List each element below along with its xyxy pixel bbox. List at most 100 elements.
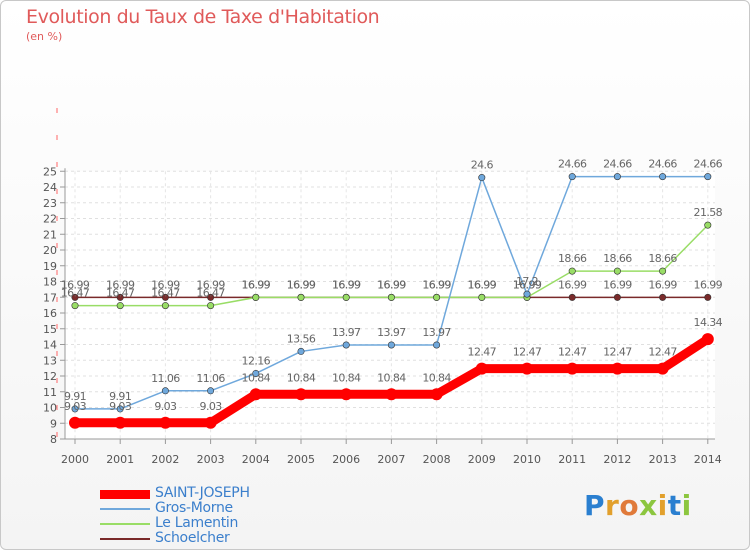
data-label-le-lamentin: 18.66 [558, 252, 587, 265]
y-tick-label: 19 [43, 260, 57, 273]
data-label-le-lamentin: 16.99 [468, 278, 497, 291]
data-label-gros-morne: 13.56 [287, 332, 316, 345]
data-label-gros-morne: 13.97 [332, 326, 361, 339]
data-label-le-lamentin: 16.99 [377, 278, 406, 291]
x-tick-label: 2003 [197, 453, 225, 466]
data-point-schoelcher [704, 293, 712, 301]
data-label-gros-morne: 17.2 [516, 275, 538, 288]
data-label-le-lamentin: 18.66 [648, 252, 677, 265]
data-label-saint-joseph: 9.03 [109, 400, 132, 413]
data-label-gros-morne: 9.91 [109, 390, 131, 403]
data-point-schoelcher [568, 293, 576, 301]
data-point-le-lamentin [704, 221, 712, 229]
data-point-gros-morne [433, 341, 441, 349]
data-point-le-lamentin [161, 302, 169, 310]
data-label-le-lamentin: 16.99 [287, 278, 316, 291]
data-label-gros-morne: 24.66 [603, 158, 632, 171]
data-label-gros-morne: 11.06 [196, 372, 225, 385]
data-point-le-lamentin [207, 302, 215, 310]
data-point-gros-morne [297, 347, 305, 355]
data-label-le-lamentin: 16.99 [513, 278, 542, 291]
data-label-schoelcher: 16.99 [242, 278, 271, 291]
x-tick-label: 2006 [332, 453, 360, 466]
x-tick-label: 2010 [513, 453, 541, 466]
data-label-saint-joseph: 10.84 [242, 371, 271, 384]
data-point-saint-joseph [701, 333, 714, 346]
data-label-le-lamentin: 16.47 [196, 287, 225, 300]
data-label-saint-joseph: 12.47 [468, 346, 497, 359]
data-label-gros-morne: 12.16 [242, 354, 271, 367]
data-label-schoelcher: 16.99 [332, 278, 361, 291]
y-tick-label: 12 [43, 370, 57, 383]
data-label-saint-joseph: 10.84 [287, 371, 316, 384]
data-point-saint-joseph [249, 388, 262, 401]
data-point-gros-morne [161, 387, 169, 395]
y-tick-label: 15 [43, 323, 57, 336]
data-point-gros-morne [207, 387, 215, 395]
data-label-schoelcher: 16.99 [287, 278, 316, 291]
data-point-schoelcher [116, 293, 124, 301]
data-label-schoelcher: 16.99 [694, 278, 723, 291]
data-label-saint-joseph: 9.03 [154, 400, 177, 413]
data-label-gros-morne: 13.97 [377, 326, 406, 339]
data-point-gros-morne [116, 405, 124, 413]
data-point-gros-morne [71, 405, 79, 413]
data-label-le-lamentin: 16.99 [242, 278, 271, 291]
y-tick-label: 11 [43, 386, 57, 399]
data-label-gros-morne: 11.06 [151, 372, 180, 385]
data-point-le-lamentin [387, 293, 395, 301]
data-point-le-lamentin [116, 302, 124, 310]
y-tick-label: 13 [43, 354, 57, 367]
data-label-schoelcher: 16.99 [603, 278, 632, 291]
proxiti-logo: Proxiti [584, 489, 692, 522]
y-tick-label: 22 [43, 213, 57, 226]
data-point-schoelcher [613, 293, 621, 301]
y-tick-label: 16 [43, 307, 57, 320]
data-point-gros-morne [613, 173, 621, 181]
legend-swatch-gros-morne [100, 508, 150, 510]
legend-swatch-saint-joseph [100, 489, 150, 499]
data-label-saint-joseph: 10.84 [377, 371, 406, 384]
y-tick-label: 25 [43, 165, 57, 178]
chart-title: Evolution du Taux de Taxe d'Habitation [26, 6, 380, 28]
data-label-saint-joseph: 10.84 [422, 371, 451, 384]
data-label-schoelcher: 16.99 [513, 278, 542, 291]
x-tick-label: 2013 [649, 453, 677, 466]
data-point-gros-morne [659, 173, 667, 181]
x-tick-label: 2000 [61, 453, 89, 466]
y-tick-label: 18 [43, 276, 57, 289]
legend-label-schoelcher: Schoelcher [155, 530, 230, 546]
data-point-saint-joseph [385, 388, 398, 401]
data-point-saint-joseph [159, 416, 172, 429]
data-point-le-lamentin [252, 293, 260, 301]
data-point-le-lamentin [568, 267, 576, 275]
data-label-saint-joseph: 10.84 [332, 371, 361, 384]
y-tick-label: 20 [43, 244, 57, 257]
legend-swatch-schoelcher [100, 538, 150, 540]
data-label-gros-morne: 24.66 [648, 158, 677, 171]
data-label-le-lamentin: 16.47 [61, 287, 90, 300]
y-tick-label: 10 [43, 402, 57, 415]
data-point-saint-joseph [340, 388, 353, 401]
data-label-le-lamentin: 16.99 [332, 278, 361, 291]
x-tick-label: 2007 [377, 453, 405, 466]
data-point-saint-joseph [475, 362, 488, 375]
data-point-saint-joseph [295, 388, 307, 401]
data-point-le-lamentin [71, 302, 79, 310]
x-tick-label: 2009 [468, 453, 496, 466]
data-point-gros-morne [252, 369, 260, 377]
x-tick-label: 2004 [242, 453, 270, 466]
y-tick-label: 9 [50, 417, 57, 430]
data-point-gros-morne [568, 173, 576, 181]
data-point-gros-morne [387, 341, 395, 349]
data-point-schoelcher [71, 293, 79, 301]
chart-subtitle: (en %) [26, 30, 63, 43]
data-point-saint-joseph [204, 416, 217, 429]
data-point-saint-joseph [656, 362, 669, 375]
data-label-saint-joseph: 12.47 [558, 346, 587, 359]
data-point-saint-joseph [521, 362, 533, 375]
data-point-schoelcher [659, 293, 667, 301]
data-label-schoelcher: 16.99 [558, 278, 587, 291]
data-label-schoelcher: 16.99 [106, 278, 135, 291]
